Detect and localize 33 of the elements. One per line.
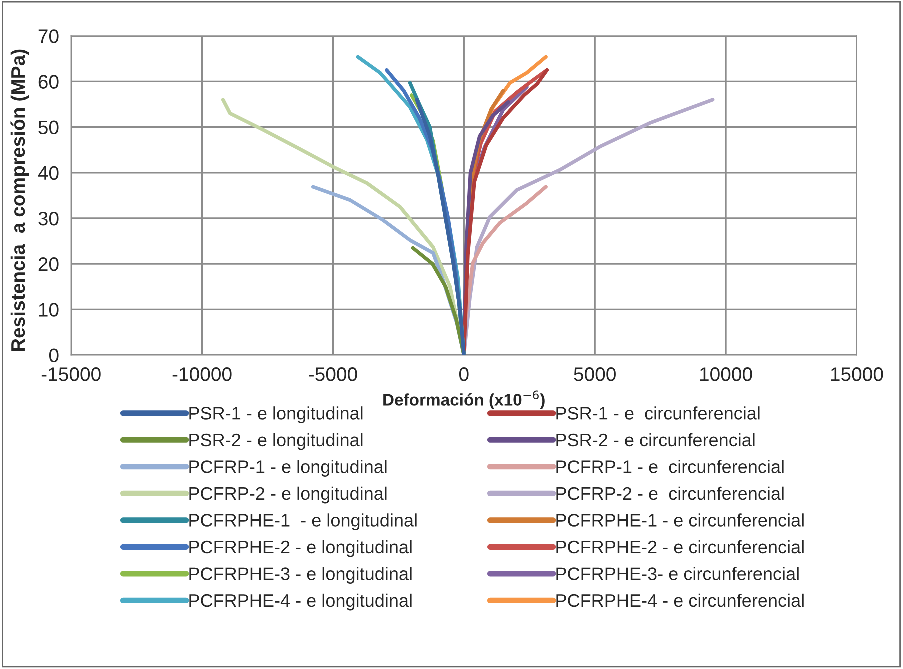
x-tick-label: -5000	[309, 368, 358, 382]
legend-label: PCFRPHE-3- e circunferencial	[556, 567, 799, 580]
legend-label: PCFRP-1 - e circunferencial	[556, 460, 784, 474]
y-tick-label: 60	[38, 75, 59, 89]
y-tick-label: 0	[49, 348, 59, 362]
x-tick-label: 5000	[574, 368, 616, 382]
y-tick-label: 30	[38, 212, 59, 226]
x-axis-title: Deformación (x10$^{−6}$)	[384, 390, 545, 410]
legend-label: PSR-1 - e circunferencial	[556, 406, 760, 420]
x-tick-label: -15000	[42, 368, 101, 382]
legend-label: PCFRPHE-3 - e longitudinal	[190, 567, 412, 584]
legend-label: PSR-1 - e longitudinal	[190, 406, 363, 424]
x-tick-label: 10000	[700, 368, 752, 382]
y-tick-label: 70	[38, 30, 59, 44]
legend-label: PCFRP-2 - e circunferencial	[556, 486, 784, 500]
legend-label: PCFRPHE-4 - e circunferencial	[556, 594, 804, 608]
legend-label: PCFRPHE-2 - e circunferencial	[556, 540, 804, 554]
legend-label: PCFRPHE-1 - e longitudinal	[190, 514, 417, 530]
legend-label: PCFRP-2 - e longitudinal	[190, 486, 387, 504]
y-tick-label: 20	[38, 258, 59, 272]
x-tick-label: -10000	[172, 368, 232, 382]
x-tick-label: 0	[459, 368, 469, 382]
legend-label: PCFRPHE-2 - e longitudinal	[190, 540, 412, 558]
y-tick-label: 50	[38, 120, 59, 135]
y-tick-label: 10	[39, 303, 59, 317]
y-tick-label: 40	[38, 166, 59, 180]
legend-label: PCFRPHE-4 - e longitudinal	[190, 594, 412, 611]
y-axis-title: Resistencia a compresión (MPa)	[10, 50, 30, 352]
legend-label: PCFRP-1 - e longitudinal	[190, 460, 387, 477]
x-tick-label: 15000	[831, 368, 884, 382]
legend-label: PSR-2 - e longitudinal	[190, 433, 363, 450]
legend-label: PSR-2 - e circunferencial	[556, 433, 755, 447]
legend-label: PCFRPHE-1 - e circunferencial	[556, 514, 804, 527]
